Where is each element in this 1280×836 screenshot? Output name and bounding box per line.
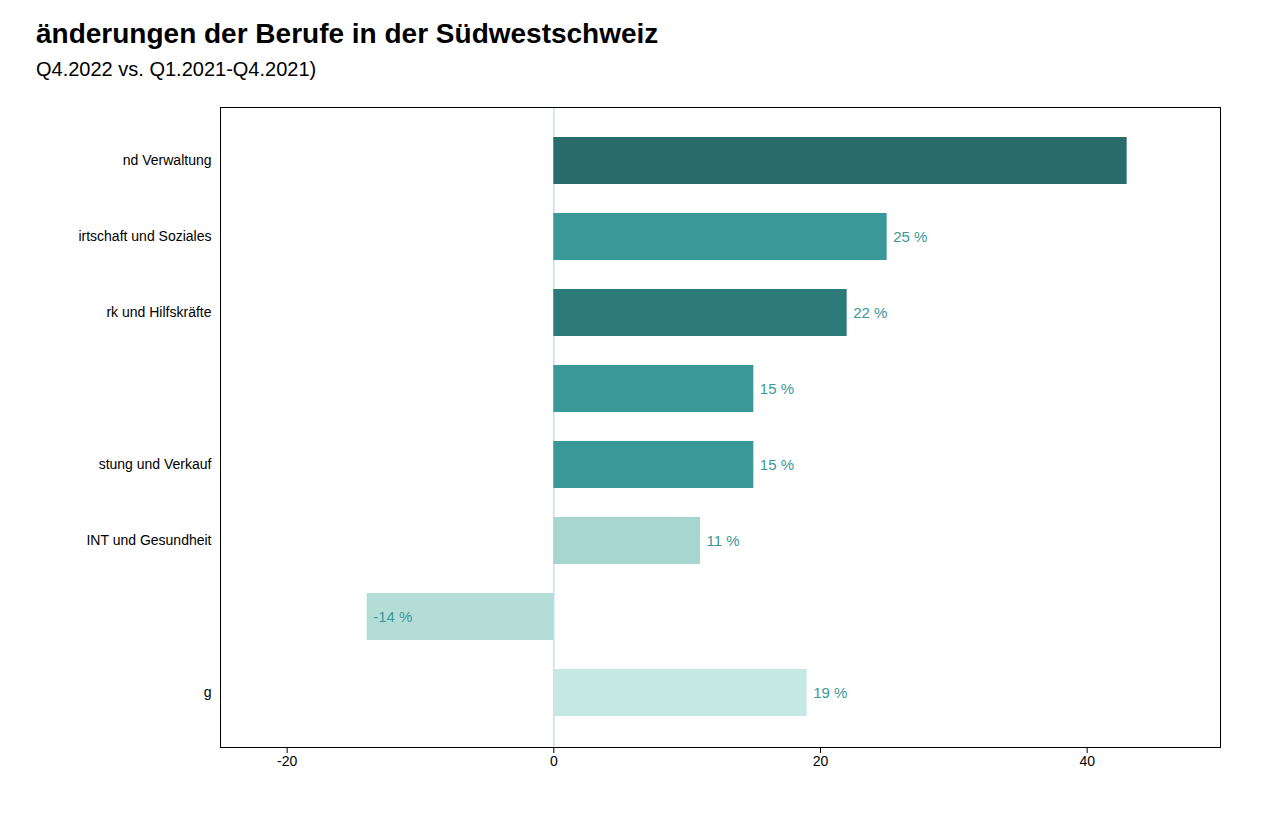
svg-text:40: 40 xyxy=(1079,753,1095,769)
html-text:Q4.2022 vs. Q1.2021-Q4.2021): Q4.2022 vs. Q1.2021-Q4.2021) xyxy=(36,58,317,80)
svg-text:19 %: 19 % xyxy=(813,684,847,701)
svg-text:g: g xyxy=(204,684,212,700)
svg-text:-14 %: -14 % xyxy=(373,608,412,625)
html-text:änderungen der Berufe in der S: änderungen der Berufe in der Südwestschw… xyxy=(36,18,659,49)
svg-text:22 %: 22 % xyxy=(853,304,887,321)
svg-text:15 %: 15 % xyxy=(760,380,794,397)
svg-text:INT und Gesundheit: INT und Gesundheit xyxy=(86,532,211,548)
svg-text:nd Verwaltung: nd Verwaltung xyxy=(123,152,212,168)
svg-text:15 %: 15 % xyxy=(760,456,794,473)
svg-text:irtschaft und Soziales: irtschaft und Soziales xyxy=(78,228,211,244)
svg-text:25 %: 25 % xyxy=(893,228,927,245)
svg-text:20: 20 xyxy=(813,753,829,769)
svg-text:-20: -20 xyxy=(277,753,297,769)
svg-text:stung und Verkauf: stung und Verkauf xyxy=(99,456,212,472)
svg-text:11 %: 11 % xyxy=(707,532,740,549)
svg-text:0: 0 xyxy=(550,753,558,769)
svg-text:rk und Hilfskräfte: rk und Hilfskräfte xyxy=(106,304,211,320)
